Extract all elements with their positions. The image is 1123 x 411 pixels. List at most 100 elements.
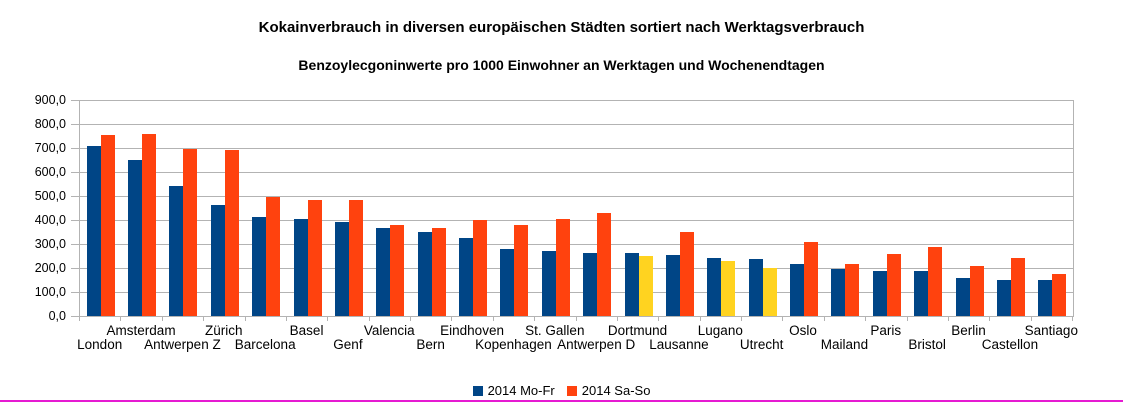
bar-group-genf xyxy=(328,100,369,316)
x-label-antwerpen-z: Antwerpen Z xyxy=(144,337,221,352)
bar-mo-fr-antwerpen-d xyxy=(583,252,598,316)
bar-sa-so-mailand xyxy=(845,264,860,316)
x-tick xyxy=(947,317,949,321)
bar-mo-fr-santiago xyxy=(1038,280,1053,316)
bar-mo-fr-bern xyxy=(417,232,432,316)
bar-group-basel xyxy=(287,100,328,316)
y-axis-label-400: 400,0 xyxy=(34,213,66,227)
x-tick xyxy=(616,317,618,321)
bar-group-london xyxy=(80,100,121,316)
x-tick xyxy=(492,317,494,321)
bar-sa-so-eindhoven xyxy=(473,220,488,316)
bar-mo-fr-amsterdam xyxy=(128,160,143,316)
bar-sa-so-basel xyxy=(307,200,322,316)
y-axis-label-600: 600,0 xyxy=(34,165,66,179)
gridline-500 xyxy=(80,196,1073,197)
plot-area xyxy=(79,100,1074,317)
x-tick xyxy=(534,317,536,321)
x-label-basel: Basel xyxy=(289,323,324,338)
x-tick xyxy=(989,317,991,321)
x-tick xyxy=(741,317,742,321)
bar-mo-fr-lugano xyxy=(707,257,722,316)
bar-sa-so-berlin xyxy=(969,265,984,316)
x-tick xyxy=(906,317,908,321)
bar-sa-so-barcelona xyxy=(266,197,281,316)
bar-sa-so-amsterdam xyxy=(142,133,157,316)
bar-group-oslo xyxy=(783,100,824,316)
bar-mo-fr-mailand xyxy=(831,268,846,316)
x-tick xyxy=(120,317,122,321)
bar-group-st-gallen xyxy=(535,100,576,316)
x-label-berlin: Berlin xyxy=(951,323,986,338)
x-tick xyxy=(658,317,660,321)
y-axis-label-900: 900,0 xyxy=(34,93,66,107)
y-axis-label-0: 0,0 xyxy=(48,309,66,323)
chart-title: Kokainverbrauch in diversen europäischen… xyxy=(258,19,865,36)
legend: 2014 Mo-Fr 2014 Sa-So xyxy=(0,383,1123,398)
y-axis-label-500: 500,0 xyxy=(34,189,66,203)
bar-mo-fr-st-gallen xyxy=(541,250,556,316)
bar-mo-fr-barcelona xyxy=(252,217,267,316)
x-tick xyxy=(285,317,287,321)
gridline-700 xyxy=(80,148,1073,149)
bar-sa-so-london xyxy=(100,134,115,316)
bar-mo-fr-zürich xyxy=(210,205,225,316)
bar-group-utrecht xyxy=(742,100,783,316)
bar-sa-so-antwerpen-z xyxy=(183,148,198,316)
x-label-utrecht: Utrecht xyxy=(739,337,784,352)
x-label-castellon: Castellon xyxy=(981,337,1039,352)
bar-mo-fr-antwerpen-z xyxy=(169,186,184,316)
bar-sa-so-dortmund xyxy=(638,255,653,316)
bar-group-santiago xyxy=(1032,100,1073,316)
x-tick xyxy=(699,317,701,321)
x-tick xyxy=(410,317,411,321)
y-tick-400 xyxy=(71,220,79,221)
bar-mo-fr-oslo xyxy=(790,264,805,316)
bar-mo-fr-kopenhagen xyxy=(500,249,515,316)
bar-mo-fr-eindhoven xyxy=(459,238,474,316)
x-tick xyxy=(865,317,867,321)
x-tick xyxy=(1072,317,1073,321)
bar-group-paris xyxy=(866,100,907,316)
bar-mo-fr-genf xyxy=(334,222,349,316)
gridline-400 xyxy=(80,220,1073,221)
bar-mo-fr-valencia xyxy=(376,227,391,316)
chart-subtitle: Benzoylecgoninwerte pro 1000 Einwohner a… xyxy=(298,57,825,73)
y-tick-500 xyxy=(71,196,79,197)
legend-swatch-icon xyxy=(472,385,483,396)
x-label-barcelona: Barcelona xyxy=(234,337,296,352)
bar-sa-so-zürich xyxy=(224,149,239,316)
bottom-magenta-line xyxy=(0,400,1123,402)
legend-item-2014-sa-so: 2014 Sa-So xyxy=(566,383,650,398)
x-label-genf: Genf xyxy=(333,337,363,352)
x-label-st-gallen: St. Gallen xyxy=(525,323,585,338)
x-label-zürich: Zürich xyxy=(205,323,243,338)
bar-sa-so-st-gallen xyxy=(555,218,570,316)
bar-sa-so-antwerpen-d xyxy=(597,213,612,316)
x-tick xyxy=(79,317,80,321)
bar-mo-fr-paris xyxy=(872,271,887,316)
x-label-bern: Bern xyxy=(416,337,445,352)
bar-sa-so-lausanne xyxy=(679,232,694,316)
legend-swatch-icon xyxy=(566,385,577,396)
bar-sa-so-bern xyxy=(431,227,446,316)
x-label-valencia: Valencia xyxy=(363,323,415,338)
bar-sa-so-santiago xyxy=(1052,274,1067,316)
bar-sa-so-castellon xyxy=(1010,258,1025,316)
bar-mo-fr-basel xyxy=(293,219,308,316)
bar-mo-fr-london xyxy=(86,145,101,316)
y-tick-300 xyxy=(71,244,79,245)
x-tick xyxy=(575,317,577,321)
bar-sa-so-oslo xyxy=(804,241,819,316)
x-tick xyxy=(1030,317,1032,321)
x-label-oslo: Oslo xyxy=(789,323,817,338)
bar-group-zürich xyxy=(204,100,245,316)
bar-mo-fr-lausanne xyxy=(665,255,680,316)
x-tick xyxy=(823,317,825,321)
bar-group-lugano xyxy=(701,100,742,316)
bar-group-bristol xyxy=(908,100,949,316)
x-tick xyxy=(327,317,329,321)
x-label-london: London xyxy=(77,337,123,352)
gridline-900 xyxy=(80,100,1073,101)
